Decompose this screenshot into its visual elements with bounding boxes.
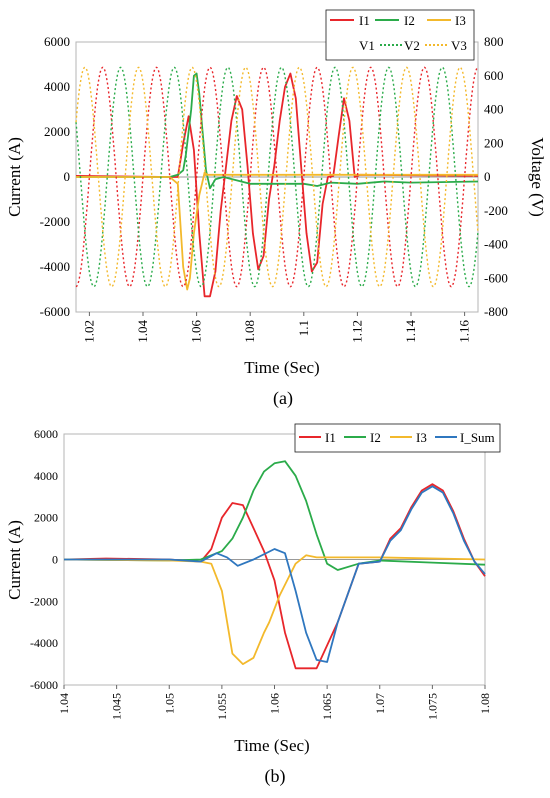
chart-b-x-tick-label: 1.04 xyxy=(57,693,71,714)
chart-a-x-tick-label: 1.14 xyxy=(403,320,418,343)
chart-a-y2-tick-label: 200 xyxy=(484,135,504,150)
chart-a-x-tick-label: 1.04 xyxy=(135,320,150,343)
chart-a-y-tick-label: -6000 xyxy=(40,304,70,319)
chart-b-y-tick-label: -6000 xyxy=(30,678,58,692)
chart-b-series-i-sum xyxy=(64,485,486,663)
chart-a-y-tick-label: 6000 xyxy=(44,34,70,49)
chart-b-xlabel: Time (Sec) xyxy=(234,736,309,755)
legend-label-b-i2: I2 xyxy=(370,430,381,445)
chart-a-y-tick-label: -2000 xyxy=(40,214,70,229)
chart-a-xlabel: Time (Sec) xyxy=(244,358,319,377)
legend-label-v2: V2 xyxy=(404,38,420,53)
chart-b-series-i1 xyxy=(63,483,486,670)
chart-a-y2-tick-label: -400 xyxy=(484,237,508,252)
chart-b-x-tick-label: 1.075 xyxy=(425,693,439,720)
chart-b-x-tick-label: 1.07 xyxy=(373,693,387,714)
chart-b-x-tick-label: 1.045 xyxy=(110,693,124,720)
chart-a-x-tick-label: 1.1 xyxy=(296,320,311,336)
chart-a-y2-tick-label: -600 xyxy=(484,270,508,285)
chart-a-y-tick-label: 4000 xyxy=(44,79,70,94)
caption-b: (b) xyxy=(265,766,286,787)
caption-a: (a) xyxy=(273,388,293,409)
chart-b-x-tick-label: 1.06 xyxy=(268,693,282,714)
chart-a-y2-tick-label: 800 xyxy=(484,34,504,49)
chart-a-y2-tick-label: 600 xyxy=(484,68,504,83)
legend-label-v1: V1 xyxy=(359,38,375,53)
chart-a-x-tick-label: 1.08 xyxy=(242,320,257,343)
chart-b-ylabel: Current (A) xyxy=(5,520,24,600)
chart-a-x-tick-label: 1.06 xyxy=(189,320,204,343)
legend-label-v3: V3 xyxy=(451,38,467,53)
chart-a-y2label: Voltage (V) xyxy=(528,137,547,216)
chart-a-series-i1 xyxy=(75,72,479,298)
chart-b-y-tick-label: 2000 xyxy=(34,511,58,525)
chart-a-x-tick-label: 1.12 xyxy=(349,320,364,343)
chart-b-x-tick-label: 1.065 xyxy=(320,693,334,720)
chart-a: 1.02 1.04 1.06 1.08 1.1 1.12 1.14 1.16-6000-400… xyxy=(5,9,547,409)
chart-b-x-tick-label: 1.055 xyxy=(215,693,229,720)
chart-a-y2-tick-label: 0 xyxy=(484,169,491,184)
chart-b-y-tick-label: -4000 xyxy=(30,636,58,650)
legend-label-b-i1: I1 xyxy=(325,430,336,445)
chart-b-legend: I1 I2 I3 I_Sum xyxy=(294,423,501,453)
legend-label-b-isum: I_Sum xyxy=(460,430,495,445)
chart-a-series-i3 xyxy=(76,171,478,291)
chart-b-series-i2 xyxy=(63,460,486,571)
chart-a-series-v1 xyxy=(75,66,479,288)
chart-a-y-tick-label: -4000 xyxy=(40,259,70,274)
chart-b-x-tick-label: 1.08 xyxy=(478,693,492,714)
chart-a-ylabel: Current (A) xyxy=(5,137,24,217)
chart-a-y2-tick-label: 400 xyxy=(484,102,504,117)
legend-label-i1: I1 xyxy=(359,13,370,28)
chart-a-y-tick-label: 2000 xyxy=(44,124,70,139)
chart-a-series-v2 xyxy=(75,66,479,288)
chart-a-legend: I1 I2 I3 V1 V2 V3 xyxy=(325,9,475,61)
chart-b-y-tick-label: 6000 xyxy=(34,427,58,441)
legend-label-b-i3: I3 xyxy=(416,430,427,445)
chart-b-x-tick-label: 1.05 xyxy=(162,693,176,714)
chart-b-y-tick-label: 0 xyxy=(52,553,58,567)
chart-b-y-tick-label: 4000 xyxy=(34,469,58,483)
legend-label-i2: I2 xyxy=(404,13,415,28)
legend-label-i3: I3 xyxy=(455,13,466,28)
chart-b: 1.04 1.045 1.05 1.055 1.06 1.065 1.07 1.075 1.08… xyxy=(5,423,501,787)
chart-a-x-tick-label: 1.02 xyxy=(81,320,96,343)
chart-b-series-i3 xyxy=(63,554,486,665)
chart-a-y2-tick-label: -200 xyxy=(484,203,508,218)
chart-a-y2-tick-label: -800 xyxy=(484,304,508,319)
chart-a-y-tick-label: 0 xyxy=(64,169,71,184)
chart-a-x-tick-label: 1.16 xyxy=(457,320,472,343)
chart-b-y-tick-label: -2000 xyxy=(30,594,58,608)
